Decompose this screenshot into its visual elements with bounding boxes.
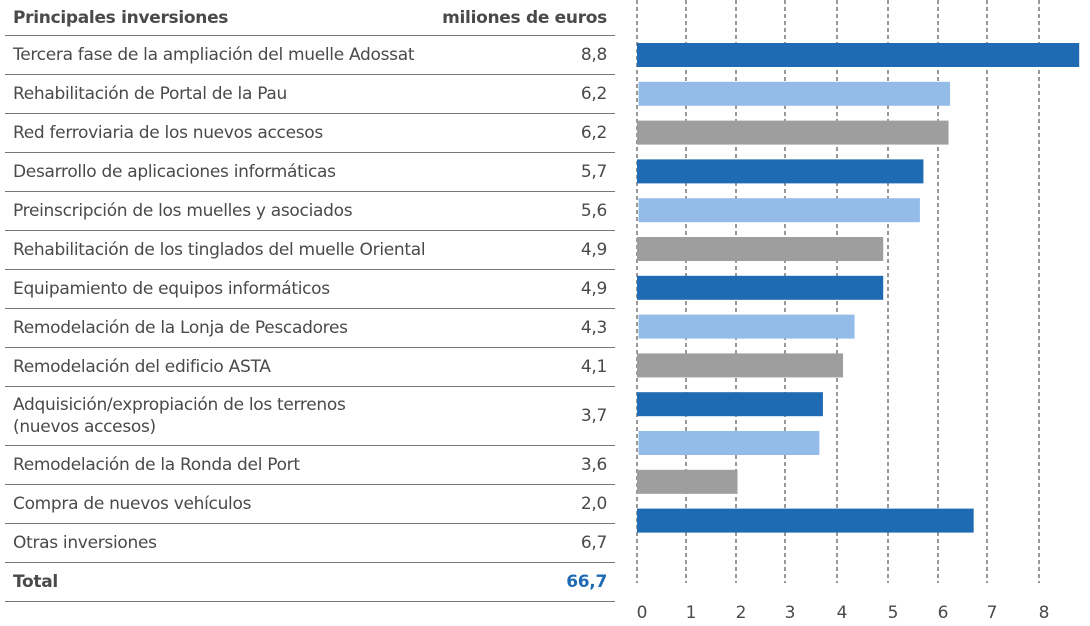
bar	[637, 43, 1080, 67]
bar	[638, 431, 820, 455]
row-label: Desarrollo de aplicaciones informáticas	[13, 162, 336, 182]
table-row: Remodelación de la Lonja de Pescadores 4,…	[5, 309, 615, 348]
row-value: 6,2	[580, 123, 607, 143]
bar	[637, 392, 823, 417]
investments-table: Principales inversiones miliones de euro…	[5, 0, 615, 602]
row-label: Tercera fase de la ampliación del muelle…	[13, 45, 415, 65]
bar	[637, 237, 884, 261]
table-row: Tercera fase de la ampliación del muelle…	[5, 36, 615, 75]
row-label: Rehabilitación de los tinglados del muel…	[13, 240, 426, 260]
row-value: 4,1	[580, 357, 607, 377]
x-tick-label: 2	[736, 603, 747, 623]
row-value: 6,2	[580, 84, 607, 104]
x-tick-label: 0	[637, 603, 648, 623]
row-value: 6,7	[580, 533, 607, 553]
header-label: Principales inversiones	[13, 7, 229, 28]
row-label: Compra de nuevos vehículos	[13, 494, 252, 514]
row-value: 5,6	[580, 201, 607, 221]
table-row: Desarrollo de aplicaciones informáticas 5…	[5, 153, 615, 192]
bar	[637, 353, 844, 378]
x-tick-label: 8	[1039, 603, 1050, 623]
table-row: Rehabilitación de Portal de la Pau 6,2	[5, 75, 615, 114]
bar	[637, 275, 884, 300]
row-value: 3,7	[580, 406, 607, 426]
row-label: Rehabilitación de Portal de la Pau	[13, 84, 287, 104]
bar	[638, 314, 855, 339]
row-label: Preinscripción de los muelles y asociado…	[13, 201, 353, 221]
row-label: Remodelación del edificio ASTA	[13, 357, 271, 377]
table-row: Preinscripción de los muelles y asociado…	[5, 192, 615, 231]
table-row: Compra de nuevos vehículos 2,0	[5, 485, 615, 524]
table-row: Equipamiento de equipos informáticos 4,9	[5, 270, 615, 309]
total-value: 66,7	[566, 572, 607, 592]
total-label: Total	[13, 572, 58, 592]
x-tick-label: 5	[888, 603, 899, 623]
table-row: Adquisición/expropiación de los terrenos…	[5, 387, 615, 446]
row-label: Otras inversiones	[13, 533, 157, 553]
row-value: 4,9	[580, 240, 607, 260]
total-row: Total 66,7	[5, 563, 615, 602]
x-tick-label: 6	[938, 603, 949, 623]
table-row: Red ferroviaria de los nuevos accesos 6,2	[5, 114, 615, 153]
table-row: Remodelación del edificio ASTA 4,1	[5, 348, 615, 387]
bar-chart: 0 1 2 3 4 5 6 7 8	[636, 0, 1080, 623]
bar	[637, 159, 924, 184]
row-label: Adquisición/expropiación de los terrenos…	[13, 395, 346, 437]
bar	[637, 120, 949, 145]
row-value: 4,3	[580, 318, 607, 338]
row-value: 8,8	[580, 45, 607, 65]
row-value: 5,7	[580, 162, 607, 182]
x-tick-label: 3	[785, 603, 796, 623]
x-tick-label: 1	[686, 603, 697, 623]
x-tick-label: 7	[987, 603, 998, 623]
table-row: Otras inversiones 6,7	[5, 524, 615, 563]
table-header: Principales inversiones miliones de euro…	[5, 0, 615, 36]
table-row: Rehabilitación de los tinglados del muel…	[5, 231, 615, 270]
row-label: Equipamiento de equipos informáticos	[13, 279, 330, 299]
row-value: 4,9	[580, 279, 607, 299]
row-value: 3,6	[580, 455, 607, 475]
header-unit: miliones de euros	[442, 7, 607, 28]
row-label: Remodelación de la Lonja de Pescadores	[13, 318, 348, 338]
table-row: Remodelación de la Ronda del Port 3,6	[5, 446, 615, 485]
row-value: 2,0	[580, 494, 607, 514]
row-label: Red ferroviaria de los nuevos accesos	[13, 123, 323, 143]
x-tick-label: 4	[837, 603, 848, 623]
row-label: Remodelación de la Ronda del Port	[13, 455, 300, 475]
bar	[637, 508, 974, 533]
bar	[637, 469, 738, 494]
bar	[638, 198, 920, 223]
bar	[638, 81, 951, 106]
